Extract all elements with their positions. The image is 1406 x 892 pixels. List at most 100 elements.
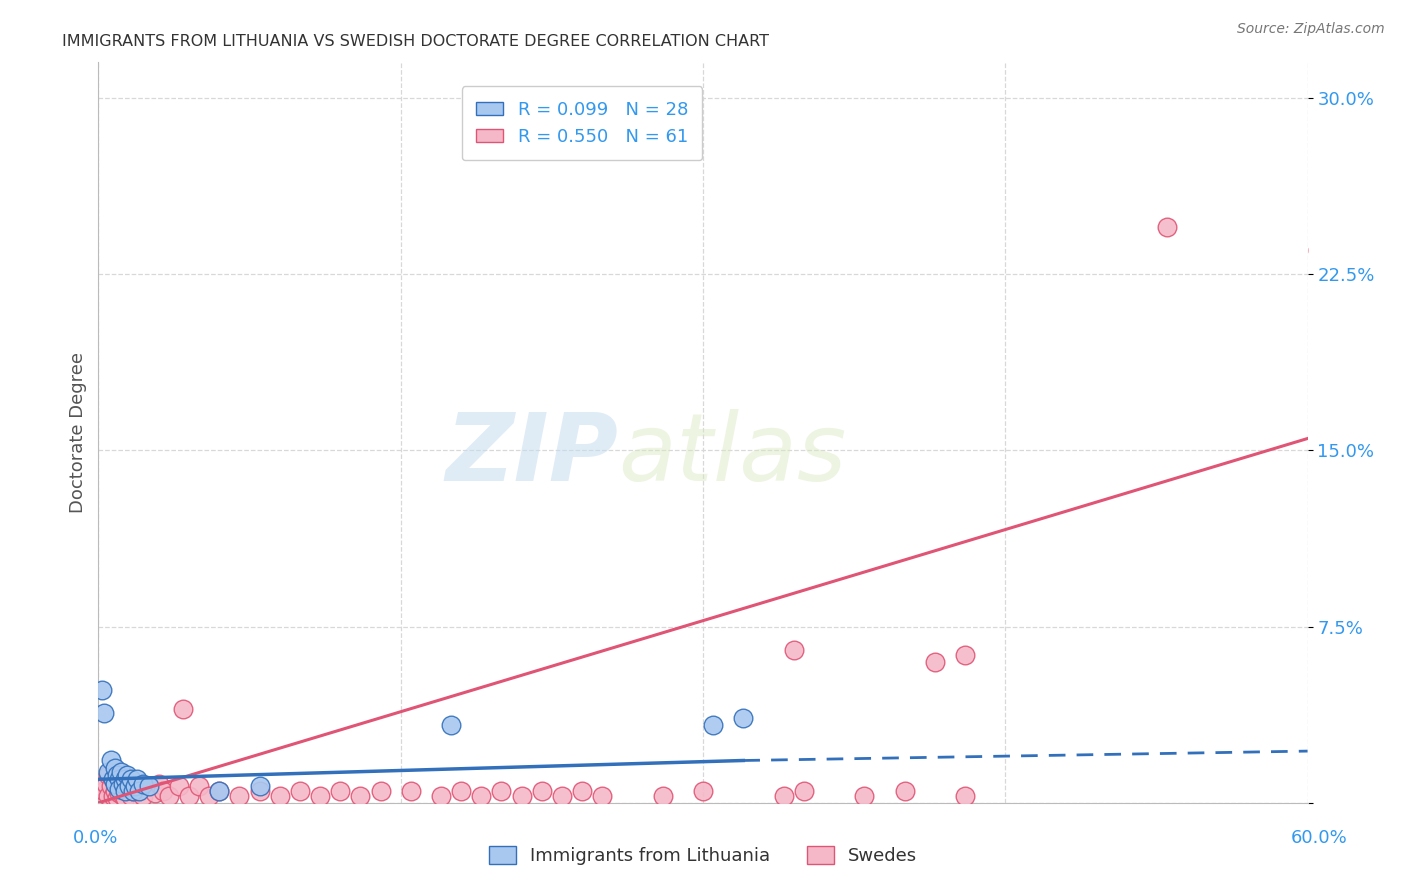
Point [114,772,136,787]
Point [953,648,976,662]
Point [172,702,194,716]
Point [198,789,221,803]
Point [103,777,125,791]
Point [96,777,118,791]
Point [97,789,120,803]
Text: 60.0%: 60.0% [1291,829,1347,847]
Point [138,780,160,794]
Text: atlas: atlas [619,409,846,500]
Point [101,789,124,803]
Legend: R = 0.099   N = 28, R = 0.550   N = 61: R = 0.099 N = 28, R = 0.550 N = 61 [461,87,703,161]
Point [430,789,453,803]
Legend: Immigrants from Lithuania, Swedes: Immigrants from Lithuania, Swedes [482,838,924,872]
Point [491,784,513,798]
Point [91,683,114,698]
Point [107,772,129,787]
Point [793,784,815,798]
Point [114,791,136,805]
Point [228,789,250,803]
Point [93,706,115,721]
Point [107,786,129,800]
Point [111,789,134,803]
Point [772,789,794,803]
Point [128,784,150,798]
Point [924,655,946,669]
Point [100,780,122,794]
Point [249,784,271,798]
Point [188,780,211,794]
Point [118,780,141,794]
Point [121,784,143,798]
Text: Source: ZipAtlas.com: Source: ZipAtlas.com [1237,22,1385,37]
Point [249,780,271,794]
Point [329,784,352,798]
Point [591,789,613,803]
Point [148,777,170,791]
Point [269,789,291,803]
Point [110,765,132,780]
Point [100,754,122,768]
Point [179,789,201,803]
Point [125,772,148,787]
Point [120,772,142,787]
Point [124,777,146,791]
Point [105,777,128,791]
Text: 0.0%: 0.0% [73,829,118,847]
Point [571,784,593,798]
Point [702,718,724,732]
Point [853,789,876,803]
Point [132,777,155,791]
Point [440,718,463,732]
Point [105,791,128,805]
Point [309,789,332,803]
Point [783,643,806,657]
Point [120,789,142,803]
Point [399,784,422,798]
Y-axis label: Doctorate Degree: Doctorate Degree [69,352,87,513]
Point [118,780,141,794]
Point [103,760,125,774]
Point [107,772,129,787]
Point [128,784,150,798]
Point [370,784,392,798]
Point [893,784,915,798]
Point [1306,244,1329,258]
Point [530,784,553,798]
Point [115,767,138,781]
Point [107,781,129,796]
Point [152,784,174,798]
Point [115,784,138,798]
Text: IMMIGRANTS FROM LITHUANIA VS SWEDISH DOCTORATE DEGREE CORRELATION CHART: IMMIGRANTS FROM LITHUANIA VS SWEDISH DOC… [62,34,769,49]
Point [470,789,492,803]
Point [105,767,128,781]
Point [450,784,472,798]
Point [953,789,976,803]
Point [143,786,166,800]
Point [733,711,755,725]
Point [121,784,143,798]
Point [1156,219,1178,234]
Point [103,784,125,798]
Point [157,789,180,803]
Point [651,789,673,803]
Point [110,780,132,794]
Point [288,784,311,798]
Point [138,780,160,794]
Point [101,772,124,787]
Point [692,784,714,798]
Point [124,780,146,794]
Point [111,777,134,791]
Point [114,777,136,791]
Point [132,789,155,803]
Point [167,780,190,794]
Point [510,789,533,803]
Point [114,784,136,798]
Point [93,784,115,798]
Point [208,784,231,798]
Point [97,767,120,781]
Point [551,789,574,803]
Text: ZIP: ZIP [446,409,619,500]
Point [97,765,120,780]
Point [208,784,231,798]
Point [101,772,124,787]
